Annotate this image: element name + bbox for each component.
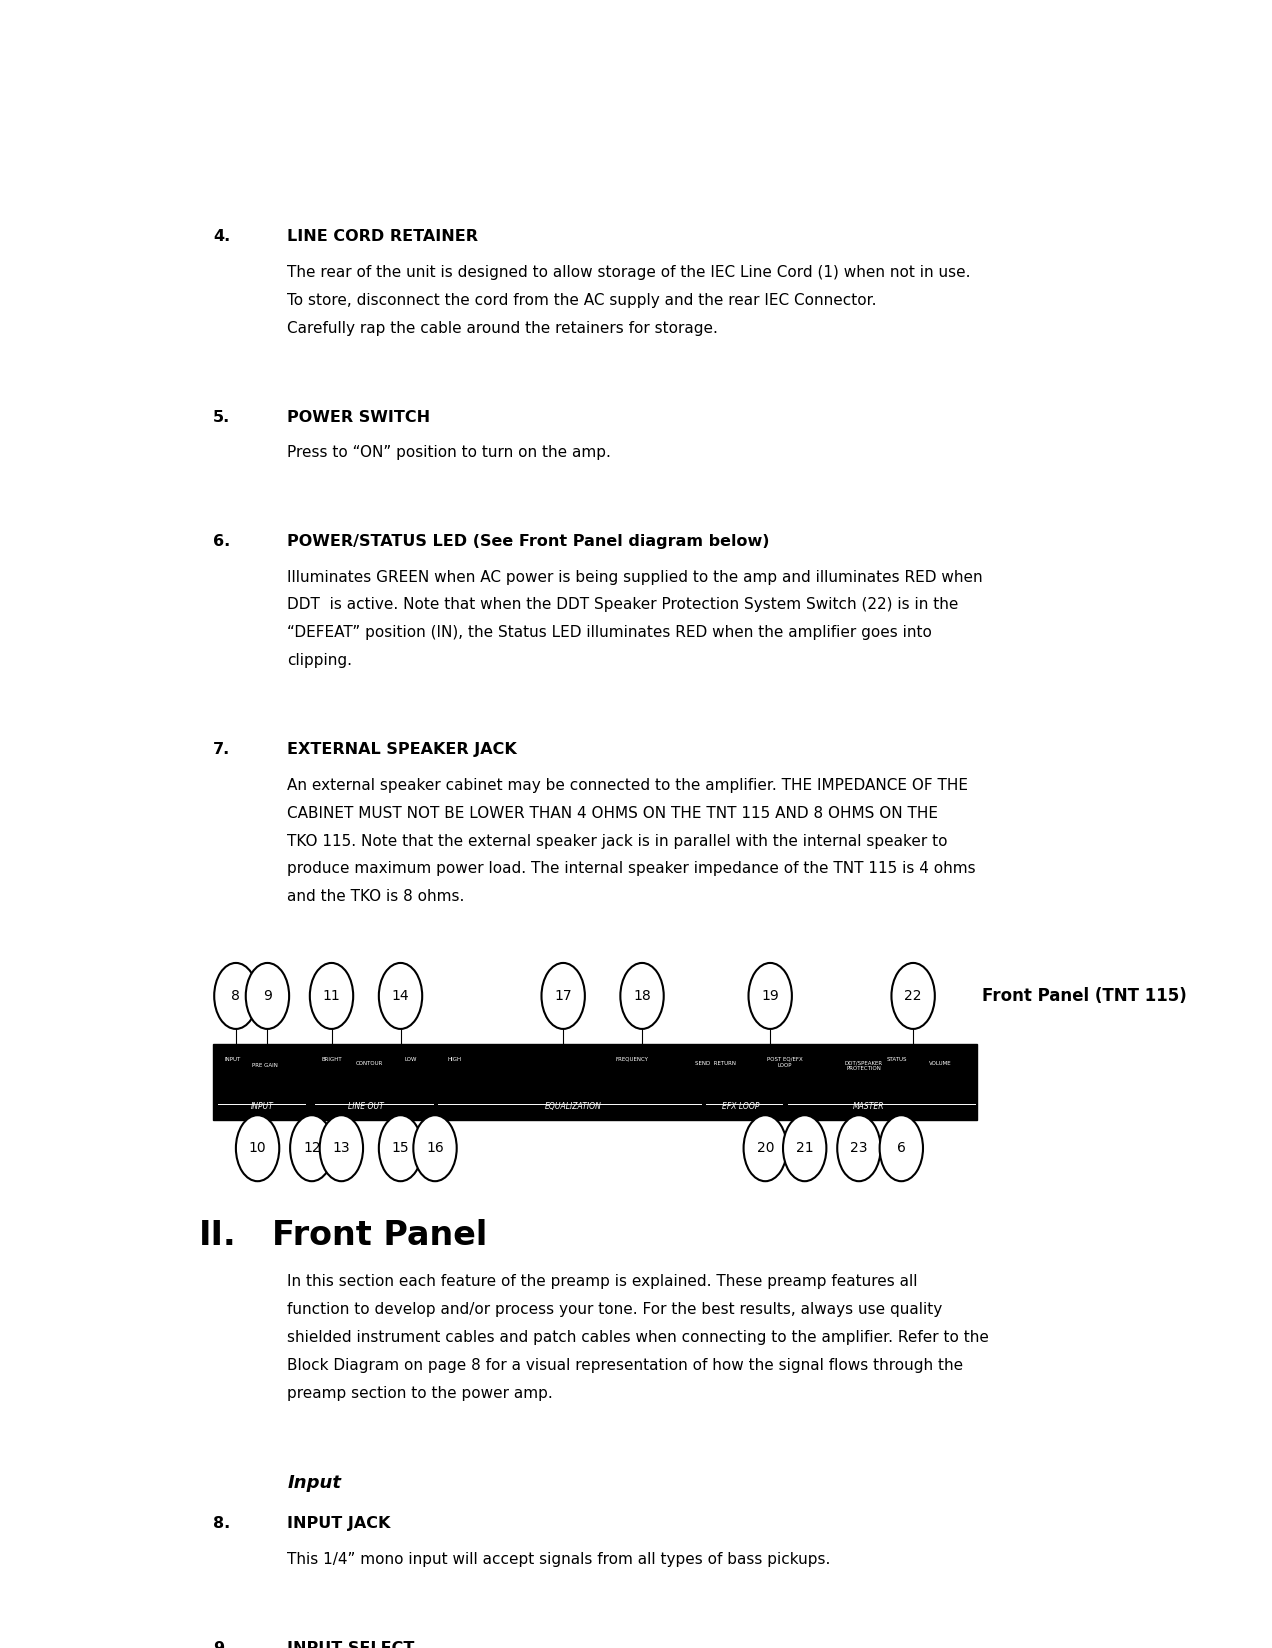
Text: 19: 19 xyxy=(762,989,778,1004)
Text: INPUT JACK: INPUT JACK xyxy=(287,1516,391,1531)
Text: BASS AMPLIFICATION: BASS AMPLIFICATION xyxy=(991,1109,1047,1114)
Ellipse shape xyxy=(379,1116,422,1182)
Text: DDT/SPEAKER
PROTECTION: DDT/SPEAKER PROTECTION xyxy=(845,1061,883,1071)
Text: 11: 11 xyxy=(323,989,341,1004)
Text: shielded instrument cables and patch cables when connecting to the amplifier. Re: shielded instrument cables and patch cab… xyxy=(287,1330,990,1345)
Text: 9.: 9. xyxy=(214,1640,230,1648)
Text: This 1/4” mono input will accept signals from all types of bass pickups.: This 1/4” mono input will accept signals… xyxy=(287,1552,831,1567)
Text: INPUT: INPUT xyxy=(251,1103,273,1111)
Text: EXTERNAL SPEAKER JACK: EXTERNAL SPEAKER JACK xyxy=(287,742,516,756)
Ellipse shape xyxy=(744,1116,787,1182)
Text: 17: 17 xyxy=(555,989,572,1004)
Text: function to develop and/or process your tone. For the best results, always use q: function to develop and/or process your … xyxy=(287,1302,943,1317)
Text: CABINET MUST NOT BE LOWER THAN 4 OHMS ON THE TNT 115 AND 8 OHMS ON THE: CABINET MUST NOT BE LOWER THAN 4 OHMS ON… xyxy=(287,806,939,821)
Text: produce maximum power load. The internal speaker impedance of the TNT 115 is 4 o: produce maximum power load. The internal… xyxy=(287,862,976,877)
Text: 4.: 4. xyxy=(214,229,230,244)
Text: Carefully rap the cable around the retainers for storage.: Carefully rap the cable around the retai… xyxy=(287,321,717,336)
Text: 16: 16 xyxy=(426,1140,444,1155)
Ellipse shape xyxy=(379,962,422,1028)
Text: INPUT SELECT: INPUT SELECT xyxy=(287,1640,415,1648)
Text: 6: 6 xyxy=(897,1140,906,1155)
Text: STATUS: STATUS xyxy=(887,1056,907,1061)
Text: Input: Input xyxy=(287,1475,341,1493)
Text: 6.: 6. xyxy=(214,534,230,549)
Text: POWER SWITCH: POWER SWITCH xyxy=(287,410,430,425)
Text: 18: 18 xyxy=(633,989,651,1004)
Text: 21: 21 xyxy=(796,1140,814,1155)
Text: 10: 10 xyxy=(249,1140,266,1155)
Text: Block Diagram on page 8 for a visual representation of how the signal flows thro: Block Diagram on page 8 for a visual rep… xyxy=(287,1358,963,1373)
Text: 115: 115 xyxy=(991,1084,1034,1104)
Text: SEND  RETURN: SEND RETURN xyxy=(696,1061,736,1066)
Text: Front Panel (TNT 115): Front Panel (TNT 115) xyxy=(982,987,1187,1005)
Ellipse shape xyxy=(837,1116,880,1182)
Text: preamp section to the power amp.: preamp section to the power amp. xyxy=(287,1386,553,1401)
Text: POWER/STATUS LED (See Front Panel diagram below): POWER/STATUS LED (See Front Panel diagra… xyxy=(287,534,770,549)
Text: 22: 22 xyxy=(904,989,922,1004)
Ellipse shape xyxy=(319,1116,363,1182)
Text: EQUALIZATION: EQUALIZATION xyxy=(544,1103,602,1111)
Text: Press to “ON” position to turn on the amp.: Press to “ON” position to turn on the am… xyxy=(287,445,611,460)
Text: POST EQ/EFX
LOOP: POST EQ/EFX LOOP xyxy=(767,1056,803,1068)
Text: TNT: TNT xyxy=(991,1055,1043,1079)
Ellipse shape xyxy=(892,962,935,1028)
Text: 7.: 7. xyxy=(214,742,230,756)
Text: LINE OUT: LINE OUT xyxy=(349,1103,384,1111)
Text: 23: 23 xyxy=(850,1140,868,1155)
Ellipse shape xyxy=(880,1116,923,1182)
Ellipse shape xyxy=(214,962,257,1028)
Text: 15: 15 xyxy=(392,1140,410,1155)
Text: LOW: LOW xyxy=(404,1056,417,1061)
Ellipse shape xyxy=(290,1116,333,1182)
Text: 20: 20 xyxy=(757,1140,775,1155)
Text: “DEFEAT” position (IN), the Status LED illuminates RED when the amplifier goes i: “DEFEAT” position (IN), the Status LED i… xyxy=(287,625,932,641)
Text: and the TKO is 8 ohms.: and the TKO is 8 ohms. xyxy=(287,890,464,905)
Text: LINE CORD RETAINER: LINE CORD RETAINER xyxy=(287,229,478,244)
Text: VOLUME: VOLUME xyxy=(930,1061,951,1066)
Text: clipping.: clipping. xyxy=(287,653,352,669)
Text: 12: 12 xyxy=(303,1140,321,1155)
Text: INPUT: INPUT xyxy=(225,1056,242,1061)
Ellipse shape xyxy=(310,962,354,1028)
Text: An external speaker cabinet may be connected to the amplifier. THE IMPEDANCE OF : An external speaker cabinet may be conne… xyxy=(287,778,968,793)
Text: The rear of the unit is designed to allow storage of the IEC Line Cord (1) when : The rear of the unit is designed to allo… xyxy=(287,265,971,280)
Text: CONTOUR: CONTOUR xyxy=(355,1061,383,1066)
Text: To store, disconnect the cord from the AC supply and the rear IEC Connector.: To store, disconnect the cord from the A… xyxy=(287,293,876,308)
FancyBboxPatch shape xyxy=(214,1045,977,1121)
Ellipse shape xyxy=(784,1116,827,1182)
Text: In this section each feature of the preamp is explained. These preamp features a: In this section each feature of the prea… xyxy=(287,1274,917,1289)
Text: 9: 9 xyxy=(263,989,272,1004)
Ellipse shape xyxy=(245,962,289,1028)
Text: II.: II. xyxy=(198,1220,237,1252)
Text: 8: 8 xyxy=(232,989,240,1004)
Text: 14: 14 xyxy=(392,989,410,1004)
Ellipse shape xyxy=(748,962,792,1028)
Text: 8.: 8. xyxy=(214,1516,230,1531)
Text: 5.: 5. xyxy=(214,410,230,425)
Text: MASTER: MASTER xyxy=(854,1103,884,1111)
Ellipse shape xyxy=(542,962,585,1028)
Text: DDT  is active. Note that when the DDT Speaker Protection System Switch (22) is : DDT is active. Note that when the DDT Sp… xyxy=(287,598,959,613)
Text: Front Panel: Front Panel xyxy=(272,1220,487,1252)
Ellipse shape xyxy=(413,1116,457,1182)
Ellipse shape xyxy=(621,962,664,1028)
Ellipse shape xyxy=(235,1116,280,1182)
Text: FREQUENCY: FREQUENCY xyxy=(616,1056,649,1061)
Text: Illuminates GREEN when AC power is being supplied to the amp and illuminates RED: Illuminates GREEN when AC power is being… xyxy=(287,570,983,585)
Text: HIGH: HIGH xyxy=(448,1056,462,1061)
Text: 13: 13 xyxy=(332,1140,350,1155)
Text: PRE GAIN: PRE GAIN xyxy=(252,1063,277,1068)
Text: TKO 115. Note that the external speaker jack is in parallel with the internal sp: TKO 115. Note that the external speaker … xyxy=(287,834,948,849)
Text: EFX LOOP: EFX LOOP xyxy=(722,1103,759,1111)
Text: BRIGHT: BRIGHT xyxy=(322,1056,342,1061)
